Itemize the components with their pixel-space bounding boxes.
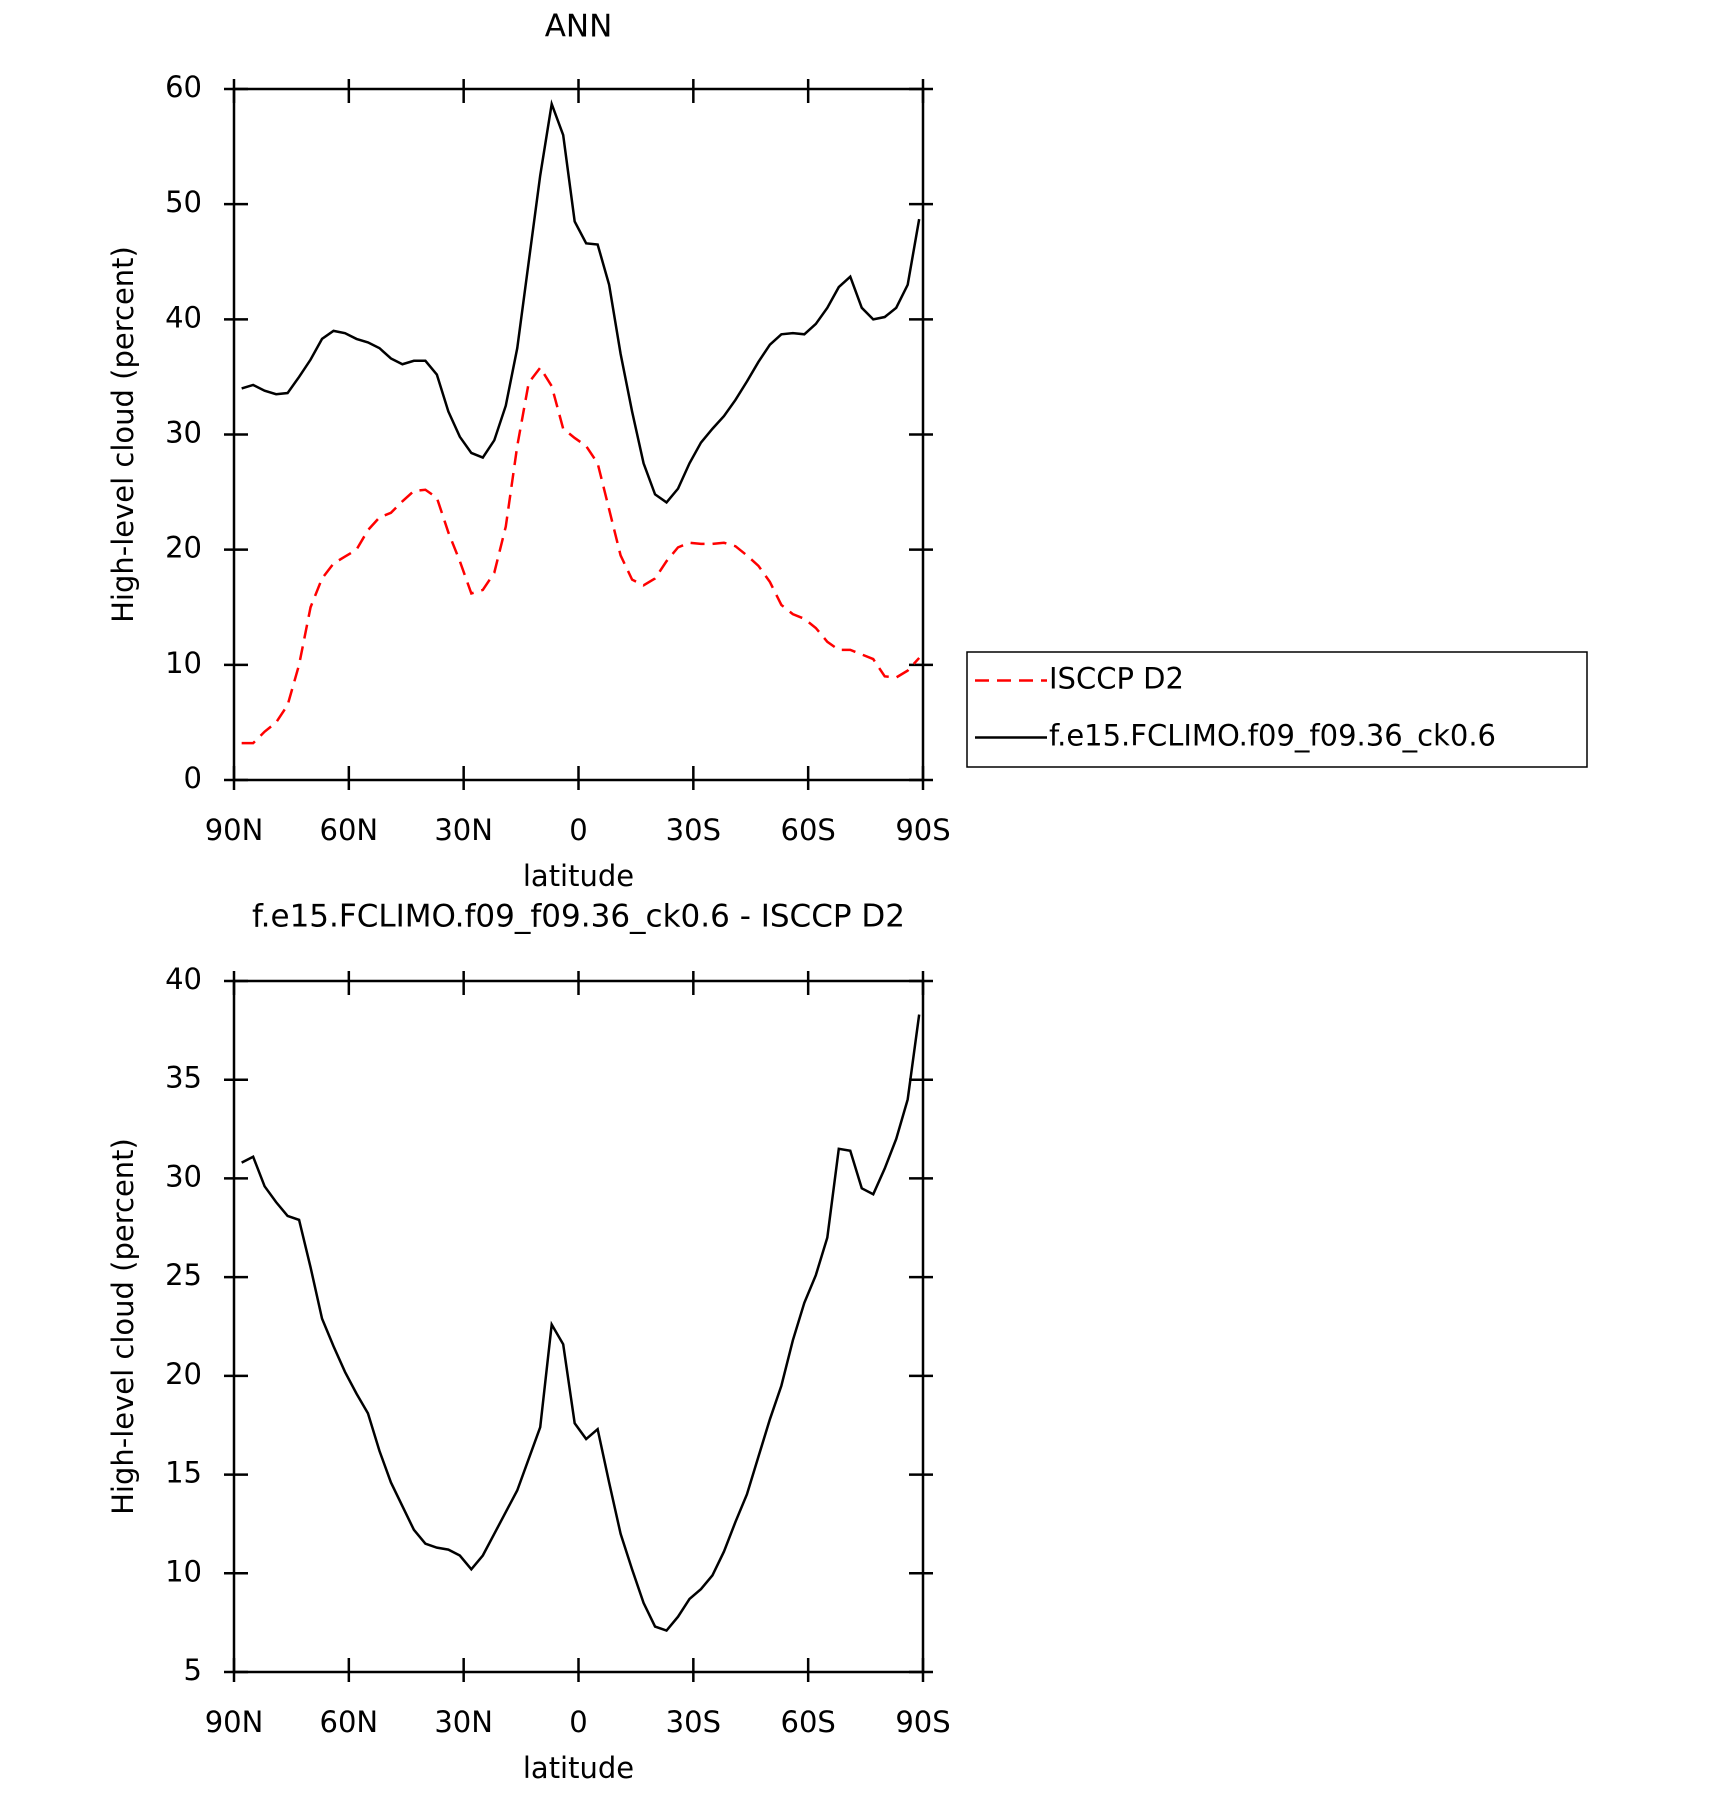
x-tick-label: 0 <box>569 813 587 847</box>
chart-title: f.e15.FCLIMO.f09_f09.36_ck0.6 - ISCCP D2 <box>252 899 905 935</box>
y-tick-label: 30 <box>165 416 202 450</box>
data-line <box>241 99 921 505</box>
x-axis-label: latitude <box>523 859 634 893</box>
legend: ISCCP D2 f.e15.FCLIMO.f09_f09.36_ck0.6 <box>966 651 1588 768</box>
y-tick-label: 60 <box>165 70 202 104</box>
x-tick-label: 60S <box>781 1705 836 1739</box>
plot-frame <box>232 87 925 782</box>
y-tick-label: 25 <box>165 1258 202 1292</box>
legend-label: ISCCP D2 <box>1049 662 1184 696</box>
y-tick-label: 20 <box>165 1357 202 1391</box>
y-tick-label: 10 <box>165 1554 202 1588</box>
x-tick-label: 30S <box>666 813 721 847</box>
y-tick-label: 20 <box>165 531 202 565</box>
y-tick-label: 50 <box>165 185 202 219</box>
y-tick-label: 0 <box>184 761 202 795</box>
y-tick-label: 15 <box>165 1456 202 1490</box>
data-line <box>241 1014 921 1633</box>
x-tick-label: 60S <box>781 813 836 847</box>
y-tick-label: 40 <box>165 962 202 996</box>
y-tick-label: 35 <box>165 1061 202 1095</box>
x-tick-label: 30S <box>666 1705 721 1739</box>
x-tick-label: 90S <box>895 813 950 847</box>
y-tick-label: 5 <box>184 1653 202 1687</box>
x-tick-label: 90N <box>205 813 264 847</box>
plot-frame <box>232 979 925 1674</box>
x-tick-label: 90S <box>895 1705 950 1739</box>
y-tick-label: 40 <box>165 300 202 334</box>
x-tick-label: 30N <box>434 1705 493 1739</box>
x-tick-label: 0 <box>569 1705 587 1739</box>
x-tick-label: 60N <box>320 813 379 847</box>
legend-box <box>966 651 1588 768</box>
y-tick-label: 30 <box>165 1159 202 1193</box>
y-axis-label: High-level cloud (percent) <box>106 1138 140 1515</box>
x-tick-label: 90N <box>205 1705 264 1739</box>
legend-label: f.e15.FCLIMO.f09_f09.36_ck0.6 <box>1049 719 1496 753</box>
y-tick-label: 10 <box>165 646 202 680</box>
y-axis-label: High-level cloud (percent) <box>106 246 140 623</box>
x-tick-label: 30N <box>434 813 493 847</box>
data-line <box>241 365 921 745</box>
x-axis-label: latitude <box>523 1751 634 1785</box>
x-tick-label: 60N <box>320 1705 379 1739</box>
chart-title: ANN <box>545 9 613 45</box>
